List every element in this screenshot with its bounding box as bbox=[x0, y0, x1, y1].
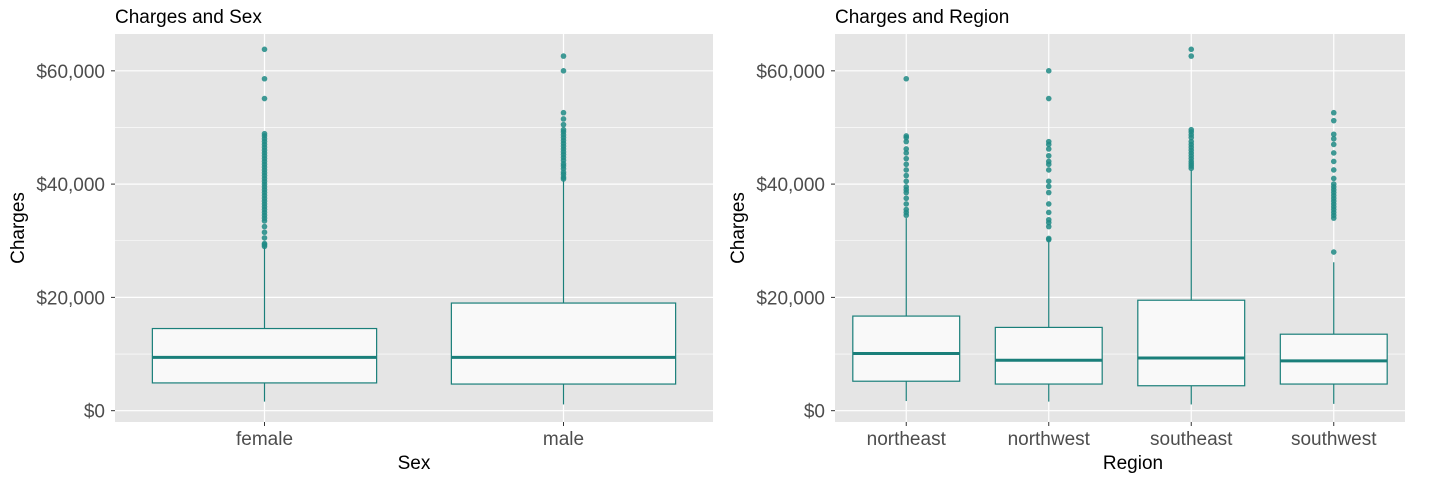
outlier-point bbox=[261, 223, 268, 230]
chart-panel-2: $0 $20,000 $40,000 $60,000 northeast northwes… bbox=[728, 7, 1405, 474]
outlier-point bbox=[903, 155, 910, 162]
outlier-point bbox=[1045, 158, 1052, 165]
outlier-point bbox=[903, 150, 910, 156]
outlier-point bbox=[261, 240, 268, 247]
x-tick-label: female bbox=[236, 429, 293, 450]
outlier-point bbox=[560, 126, 567, 133]
outlier-point bbox=[1330, 167, 1337, 173]
outlier-point bbox=[1330, 141, 1337, 148]
outlier-point bbox=[903, 161, 910, 168]
box-southeast bbox=[1137, 46, 1246, 405]
box-northeast bbox=[852, 75, 961, 402]
outlier-point bbox=[1330, 135, 1337, 142]
y-tick-label: $20,000 bbox=[36, 288, 105, 309]
outlier-point bbox=[903, 133, 910, 139]
y-tick-label: $0 bbox=[84, 402, 105, 423]
outlier-point bbox=[1330, 109, 1337, 116]
outlier-point bbox=[560, 121, 567, 128]
outlier-point bbox=[903, 178, 910, 185]
outlier-point bbox=[903, 184, 910, 190]
outlier-point bbox=[1045, 223, 1052, 230]
outlier-point bbox=[560, 68, 567, 74]
outlier-point bbox=[1188, 53, 1195, 59]
outlier-point bbox=[903, 172, 910, 179]
box-southwest bbox=[1279, 109, 1388, 404]
outlier-point bbox=[1045, 216, 1052, 223]
outlier-point bbox=[1330, 117, 1337, 124]
outlier-point bbox=[1188, 138, 1195, 145]
outlier-point bbox=[261, 95, 268, 102]
outlier-point bbox=[1330, 249, 1337, 255]
outlier-point bbox=[1045, 68, 1052, 74]
y-tick-label: $0 bbox=[804, 402, 825, 423]
outlier-point bbox=[1330, 175, 1337, 182]
box-iqr bbox=[450, 302, 677, 385]
box-iqr bbox=[1279, 333, 1388, 385]
outlier-point bbox=[560, 116, 567, 122]
box-female bbox=[151, 46, 378, 402]
outlier-point bbox=[903, 167, 910, 173]
outlier-point bbox=[1330, 158, 1337, 165]
x-tick-label: male bbox=[543, 429, 584, 450]
outlier-point bbox=[1330, 181, 1337, 187]
y-tick-label: $40,000 bbox=[36, 175, 105, 196]
outlier-point bbox=[903, 201, 910, 207]
outlier-point bbox=[1045, 138, 1052, 145]
chart-panel-1: $0 $20,000 $40,000 $60,000 female male Charges… bbox=[8, 7, 713, 474]
y-tick-label: $60,000 bbox=[756, 62, 825, 83]
box-northwest bbox=[994, 68, 1103, 402]
y-tick-label: $40,000 bbox=[756, 175, 825, 196]
y-tick-label: $20,000 bbox=[756, 288, 825, 309]
box-male bbox=[450, 53, 677, 405]
outlier-point bbox=[1188, 126, 1195, 133]
box-iqr bbox=[1137, 299, 1246, 387]
box-iqr bbox=[852, 315, 961, 382]
outlier-point bbox=[903, 195, 910, 202]
outlier-point bbox=[903, 146, 910, 152]
outlier-point bbox=[1045, 146, 1052, 152]
y-axis-title: Charges bbox=[8, 192, 29, 264]
outlier-point bbox=[1330, 131, 1337, 138]
outlier-point bbox=[261, 235, 268, 241]
outlier-point bbox=[261, 46, 268, 53]
outlier-point bbox=[1045, 201, 1052, 207]
outlier-point bbox=[1045, 178, 1052, 185]
outlier-point bbox=[1045, 235, 1052, 242]
chart-title: Charges and Sex bbox=[115, 7, 262, 28]
outlier-point bbox=[1045, 183, 1052, 190]
outlier-point bbox=[903, 138, 910, 145]
chart-title: Charges and Region bbox=[835, 7, 1009, 28]
box-iqr bbox=[994, 326, 1103, 385]
outlier-point bbox=[560, 53, 567, 59]
y-tick-label: $60,000 bbox=[36, 62, 105, 83]
outlier-point bbox=[261, 130, 268, 137]
x-axis-title: Sex bbox=[398, 453, 431, 474]
outlier-point bbox=[560, 109, 567, 116]
outlier-point bbox=[1045, 209, 1052, 216]
box-iqr bbox=[151, 327, 378, 384]
outlier-point bbox=[1188, 46, 1195, 53]
outlier-point bbox=[1045, 189, 1052, 196]
x-axis-title: Region bbox=[1103, 453, 1163, 474]
outlier-point bbox=[1330, 150, 1337, 156]
x-tick-label: southwest bbox=[1291, 429, 1377, 450]
outlier-point bbox=[903, 206, 910, 213]
outlier-point bbox=[903, 75, 910, 82]
outlier-point bbox=[1045, 95, 1052, 102]
outlier-point bbox=[1045, 167, 1052, 173]
outlier-point bbox=[1045, 152, 1052, 159]
x-tick-label: southeast bbox=[1150, 429, 1233, 450]
x-tick-label: northeast bbox=[867, 429, 947, 450]
y-axis-title: Charges bbox=[728, 192, 749, 264]
x-tick-label: northwest bbox=[1008, 429, 1091, 450]
outlier-point bbox=[261, 229, 268, 236]
outlier-point bbox=[261, 75, 268, 82]
